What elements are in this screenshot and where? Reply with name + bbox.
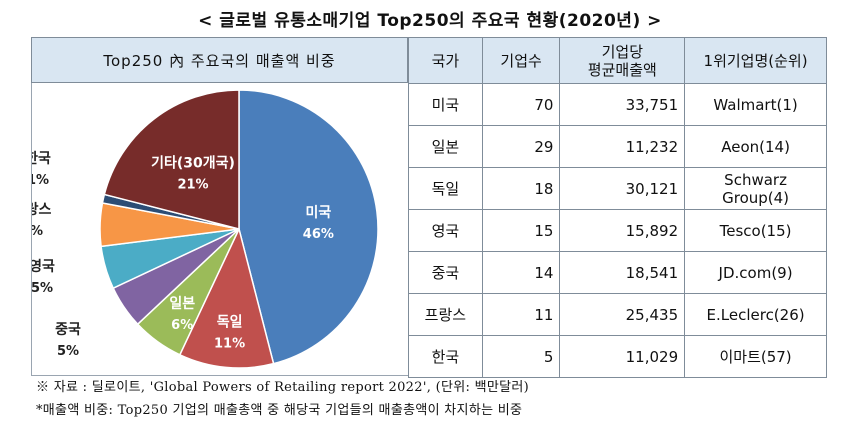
cell-company-count: 29 [481,125,561,168]
cell-country: 중국 [408,251,483,294]
slice-label-4: 영국 [32,258,55,275]
pie-chart-area: 미국 46% 독일 11% 일본 6% 중국 5% 영국 5% 프랑스 5% 한국 1% 기타(30개국) 2… [13,83,408,376]
table-row: 독일 18 30,121 Schwarz Group(4) [408,167,827,210]
pie-chart: 미국 46% 독일 11% 일본 6% 중국 5% 영국 5% 프랑스 5% 한국 1% 기타(30개국) 2… [13,89,379,369]
slice-value-3: 5% [57,344,79,359]
slice-label-5: 프랑스 [32,202,51,218]
cell-avg-sales: 11,029 [559,335,686,378]
definition-note: *매출액 비중: Top250 기업의 매출총액 중 해당국 기업들의 매출총액… [36,403,523,418]
table-row: 일본 29 11,232 Aeon(14) [408,125,827,168]
cell-avg-sales: 11,232 [559,125,686,168]
slice-label-1: 독일 [217,315,243,331]
cell-avg-sales: 33,751 [559,83,686,126]
cell-top-company: E.Leclerc(26) [684,293,827,336]
slice-value-2: 6% [171,318,193,333]
table-row: 프랑스 11 25,435 E.Leclerc(26) [408,293,827,336]
slice-value-5: 5% [32,224,43,239]
cell-company-count: 11 [481,293,561,336]
slice-value-1: 11% [214,337,245,352]
pie-slice-0 [238,89,379,365]
slice-label-0: 미국 [305,205,331,221]
cell-country: 미국 [408,83,483,126]
pie-slice-7 [103,89,240,230]
table-row: 영국 15 15,892 Tesco(15) [408,209,827,252]
pie-slice-1 [178,226,275,369]
slice-value-0: 46% [303,227,334,242]
slice-label-7: 기타(30개국) [151,156,235,172]
slice-label-3: 중국 [55,322,81,338]
header-country: 국가 [408,37,483,84]
table-row: 중국 14 18,541 JD.com(9) [408,251,827,294]
cell-company-count: 14 [481,251,561,294]
slice-value-6: 1% [32,173,49,188]
header-avg-sales: 기업당 평균매출액 [559,37,686,84]
cell-country: 일본 [408,125,483,168]
cell-company-count: 70 [481,83,561,126]
cell-avg-sales: 25,435 [559,293,686,336]
pie-chart-title: Top250 內 주요국의 매출액 비중 [31,37,408,83]
slice-value-4: 5% [32,281,53,296]
cell-company-count: 15 [481,209,561,252]
cell-top-company: Tesco(15) [684,209,827,252]
content-panel: Top250 內 주요국의 매출액 비중 미국 46% 독일 11% 일본 6% 중국 5% 영… [13,37,827,378]
slice-label-2: 일본 [169,296,195,312]
cell-top-company: Aeon(14) [684,125,827,168]
cell-avg-sales: 30,121 [559,167,686,210]
page-title: < 글로벌 유통소매기업 Top250의 주요국 현황(2020년) > [198,11,662,31]
table-row: 한국 5 11,029 이마트(57) [408,335,827,378]
cell-top-company: Schwarz Group(4) [684,167,827,210]
country-table: 국가 기업수 기업당 평균매출액 1위기업명(순위) 미국 70 33,751 Walm… [408,37,827,378]
table-header-row: 국가 기업수 기업당 평균매출액 1위기업명(순위) [408,37,827,84]
cell-top-company: 이마트(57) [684,335,827,378]
cell-country: 영국 [408,209,483,252]
table-row: 미국 70 33,751 Walmart(1) [408,83,827,126]
cell-company-count: 18 [481,167,561,210]
header-company-count: 기업수 [481,37,561,84]
cell-company-count: 5 [481,335,561,378]
header-top-company: 1위기업명(순위) [684,37,827,84]
cell-country: 한국 [408,335,483,378]
cell-top-company: Walmart(1) [684,83,827,126]
source-note: ※ 자료 : 딜로이트, 'Global Powers of Retailing… [36,380,529,395]
cell-top-company: JD.com(9) [684,251,827,294]
cell-avg-sales: 18,541 [559,251,686,294]
slice-value-7: 21% [177,178,208,193]
cell-avg-sales: 15,892 [559,209,686,252]
cell-country: 독일 [408,167,483,210]
slice-label-6: 한국 [32,151,51,167]
cell-country: 프랑스 [408,293,483,336]
